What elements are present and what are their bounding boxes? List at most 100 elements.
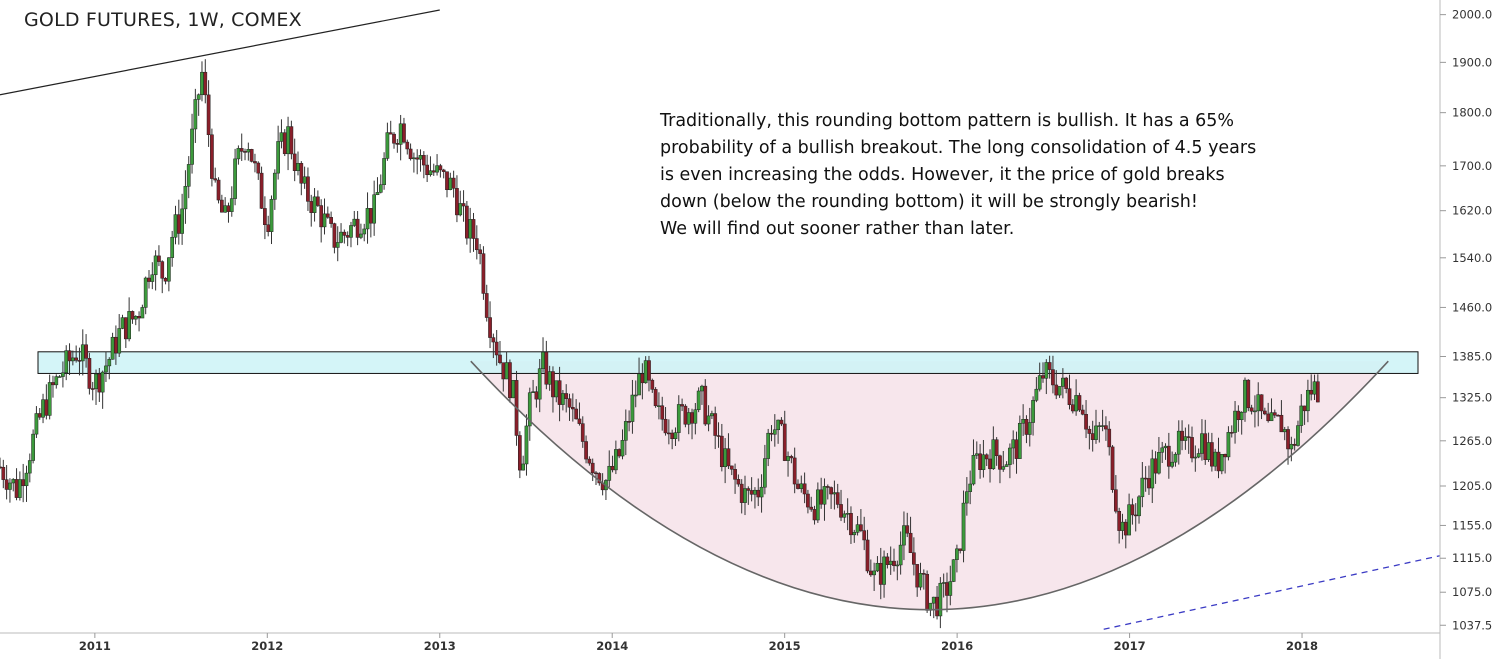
candle-body — [1223, 453, 1227, 458]
candle-body — [1279, 414, 1284, 433]
candle-body — [438, 165, 443, 171]
candle-body — [799, 483, 804, 489]
candle-body — [1276, 414, 1280, 417]
candle-body — [316, 196, 320, 206]
candle-body — [504, 362, 509, 380]
candle-body — [1107, 428, 1112, 448]
candle-body — [279, 132, 284, 142]
candle-body — [554, 380, 559, 398]
candle-body — [481, 253, 486, 294]
candle-body — [1100, 425, 1105, 427]
annotation-line: is even increasing the odds. However, it… — [660, 165, 1225, 185]
candle-body — [24, 472, 29, 487]
candle-body — [935, 596, 939, 617]
candle-body — [1087, 428, 1092, 434]
candle-body — [123, 317, 128, 340]
candle-body — [491, 337, 496, 343]
candle-body — [150, 274, 155, 282]
resistance-zone — [37, 351, 1419, 374]
x-tick-label: 2014 — [596, 639, 628, 653]
candle-body — [1, 466, 6, 480]
annotation-line: down (below the rounding bottom) it will… — [660, 192, 1198, 212]
candle-body — [471, 219, 476, 239]
candle-body — [329, 217, 333, 224]
candle-body — [14, 479, 19, 498]
candle-body — [292, 153, 297, 171]
candle-body — [570, 407, 575, 410]
x-tick-label: 2013 — [424, 639, 456, 653]
candle-body — [0, 466, 2, 469]
candle-body — [451, 177, 456, 189]
candle-body — [1299, 405, 1304, 426]
candle-body — [1269, 412, 1274, 422]
candle-body — [1094, 425, 1098, 440]
candle-body — [971, 455, 976, 485]
candle-body — [269, 199, 274, 232]
y-tick-label: 1620.0 — [1452, 204, 1492, 218]
candle-body — [74, 357, 79, 361]
candle-body — [120, 317, 125, 329]
candle-body — [465, 205, 469, 239]
candle-body — [524, 425, 529, 465]
candle-body — [726, 448, 731, 467]
candle-body — [127, 311, 131, 340]
candle-body — [312, 196, 317, 213]
candle-body — [196, 94, 201, 100]
candle-body — [696, 390, 701, 410]
candle-body — [706, 415, 711, 425]
candle-body — [511, 380, 516, 399]
y-tick-label: 1385.0 — [1452, 349, 1492, 363]
candle-body — [236, 148, 241, 160]
candle-body — [1090, 433, 1095, 440]
candle-body — [355, 218, 360, 238]
candle-body — [484, 293, 489, 318]
candle-body — [190, 128, 194, 165]
candle-body — [683, 405, 688, 425]
candle-body — [445, 171, 449, 190]
candle-body — [739, 483, 744, 503]
candle-body — [1160, 447, 1165, 453]
candle-body — [931, 596, 936, 604]
candle-body — [965, 491, 969, 504]
candle-body — [18, 479, 22, 498]
candle-body — [839, 504, 843, 518]
candle-body — [448, 177, 453, 190]
candle-body — [610, 465, 615, 471]
candle-body — [676, 404, 681, 433]
candle-body — [1147, 478, 1151, 489]
candle-body — [395, 143, 400, 145]
candle-body — [630, 394, 635, 422]
candle-body — [425, 164, 429, 176]
candle-body — [342, 231, 347, 236]
candle-body — [1190, 437, 1194, 459]
candle-body — [703, 385, 708, 425]
candle-body — [623, 421, 628, 441]
candle-body — [249, 149, 254, 162]
candle-body — [1044, 362, 1049, 379]
candle-body — [719, 435, 724, 468]
candle-body — [908, 532, 913, 553]
candle-body — [782, 423, 787, 461]
candle-body — [1041, 375, 1045, 379]
candle-body — [246, 149, 251, 153]
candle-body — [690, 412, 694, 424]
candle-body — [203, 71, 208, 96]
y-tick-label: 1205.0 — [1452, 479, 1492, 493]
candle-body — [147, 277, 151, 282]
y-tick-label: 1540.0 — [1452, 251, 1492, 265]
candle-body — [650, 379, 655, 390]
candle-body — [494, 341, 499, 356]
candle-body — [1014, 439, 1019, 459]
candle-body — [193, 99, 198, 130]
candle-body — [756, 489, 761, 498]
candle-body — [501, 362, 506, 380]
candle-body — [723, 448, 727, 468]
candle-body — [660, 405, 665, 420]
candle-body — [898, 544, 903, 566]
candle-body — [263, 208, 267, 225]
candle-body — [100, 371, 105, 393]
candle-body — [868, 570, 873, 576]
candle-body — [984, 454, 989, 460]
